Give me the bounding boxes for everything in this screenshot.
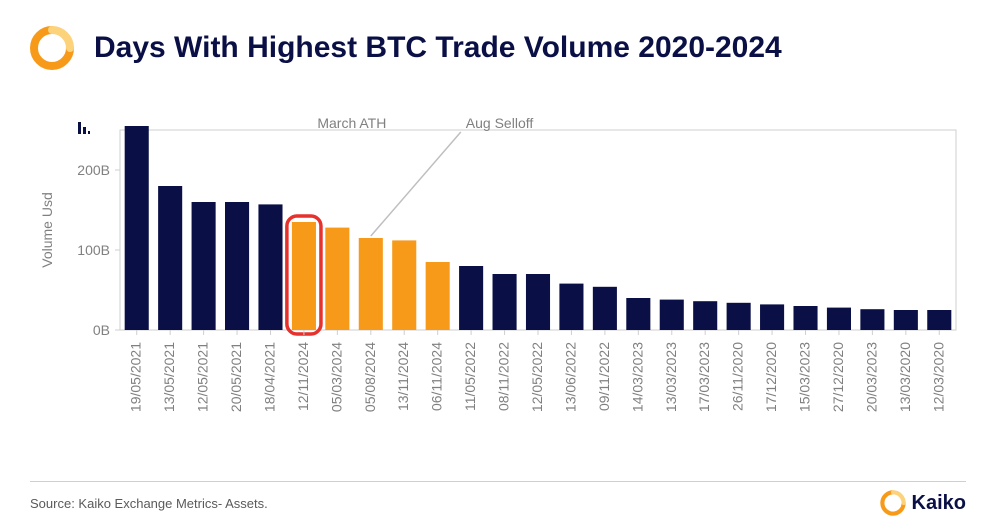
- y-axis-title: Volume Usd: [39, 192, 55, 267]
- x-tick-label: 27/12/2020: [830, 342, 846, 412]
- annotation-line: [371, 132, 461, 236]
- x-tick-label: 20/03/2023: [863, 342, 879, 412]
- bar: [559, 284, 583, 330]
- annotation-label: March ATH: [317, 115, 386, 131]
- volume-chart: 0B 100B 200B Volume Usd 19/05/2021 13/05/2021…: [30, 100, 966, 440]
- x-tick-label: 17/12/2020: [763, 342, 779, 412]
- bar: [793, 306, 817, 330]
- bar: [225, 202, 249, 330]
- bar: [125, 126, 149, 330]
- x-tick-label: 13/05/2021: [161, 342, 177, 412]
- bar: [359, 238, 383, 330]
- x-tick-label: 09/11/2022: [596, 342, 612, 411]
- bar: [192, 202, 216, 330]
- bar: [827, 308, 851, 330]
- bar: [325, 228, 349, 330]
- x-tick-label: 05/03/2024: [328, 342, 344, 412]
- bar: [894, 310, 918, 330]
- x-tick-label: 13/06/2022: [562, 342, 578, 412]
- brand-name: Kaiko: [912, 492, 966, 515]
- bar: [392, 240, 416, 330]
- bar: [158, 186, 182, 330]
- bar: [860, 309, 884, 330]
- bar: [258, 204, 282, 330]
- x-tick-label: 17/03/2023: [696, 342, 712, 412]
- x-tick-label: 13/03/2020: [897, 342, 913, 412]
- brand: Kaiko: [880, 490, 966, 516]
- bar: [459, 266, 483, 330]
- x-tick-label: 26/11/2020: [730, 342, 746, 411]
- kaiko-logo-icon: [880, 490, 906, 516]
- x-tick-label: 12/11/2024: [295, 342, 311, 411]
- y-tick-label: 0B: [93, 322, 110, 338]
- x-tick-label: 06/11/2024: [429, 342, 445, 411]
- bar: [693, 301, 717, 330]
- y-tick-label: 100B: [77, 242, 110, 258]
- y-tick-label: 200B: [77, 162, 110, 178]
- x-tick-label: 14/03/2023: [629, 342, 645, 412]
- x-tick-label: 15/03/2023: [797, 342, 813, 412]
- bar: [426, 262, 450, 330]
- bar: [493, 274, 517, 330]
- bar: [927, 310, 951, 330]
- kaiko-logo-icon: [30, 26, 74, 70]
- footer: Source: Kaiko Exchange Metrics- Assets. …: [30, 481, 966, 516]
- x-tick-label: 12/05/2022: [529, 342, 545, 412]
- page-title: Days With Highest BTC Trade Volume 2020-…: [94, 31, 782, 65]
- x-tick-label: 19/05/2021: [128, 342, 144, 412]
- x-tick-label: 12/03/2020: [930, 342, 946, 412]
- x-tick-label: 12/05/2021: [195, 342, 211, 412]
- x-tick-label: 13/11/2024: [395, 342, 411, 411]
- bar: [526, 274, 550, 330]
- annotation-label: Aug Selloff: [466, 115, 534, 131]
- source-text: Source: Kaiko Exchange Metrics- Assets.: [30, 496, 268, 511]
- bar: [626, 298, 650, 330]
- x-tick-label: 13/03/2023: [663, 342, 679, 412]
- bar: [727, 303, 751, 330]
- bar: [593, 287, 617, 330]
- x-tick-label: 05/08/2024: [362, 342, 378, 412]
- x-tick-label: 20/05/2021: [228, 342, 244, 412]
- x-tick-label: 18/04/2021: [261, 342, 277, 412]
- bar: [660, 300, 684, 330]
- bar: [292, 222, 316, 330]
- bar: [760, 304, 784, 330]
- x-tick-label: 11/05/2022: [462, 342, 478, 411]
- header: Days With Highest BTC Trade Volume 2020-…: [30, 18, 966, 78]
- x-tick-label: 08/11/2022: [496, 342, 512, 411]
